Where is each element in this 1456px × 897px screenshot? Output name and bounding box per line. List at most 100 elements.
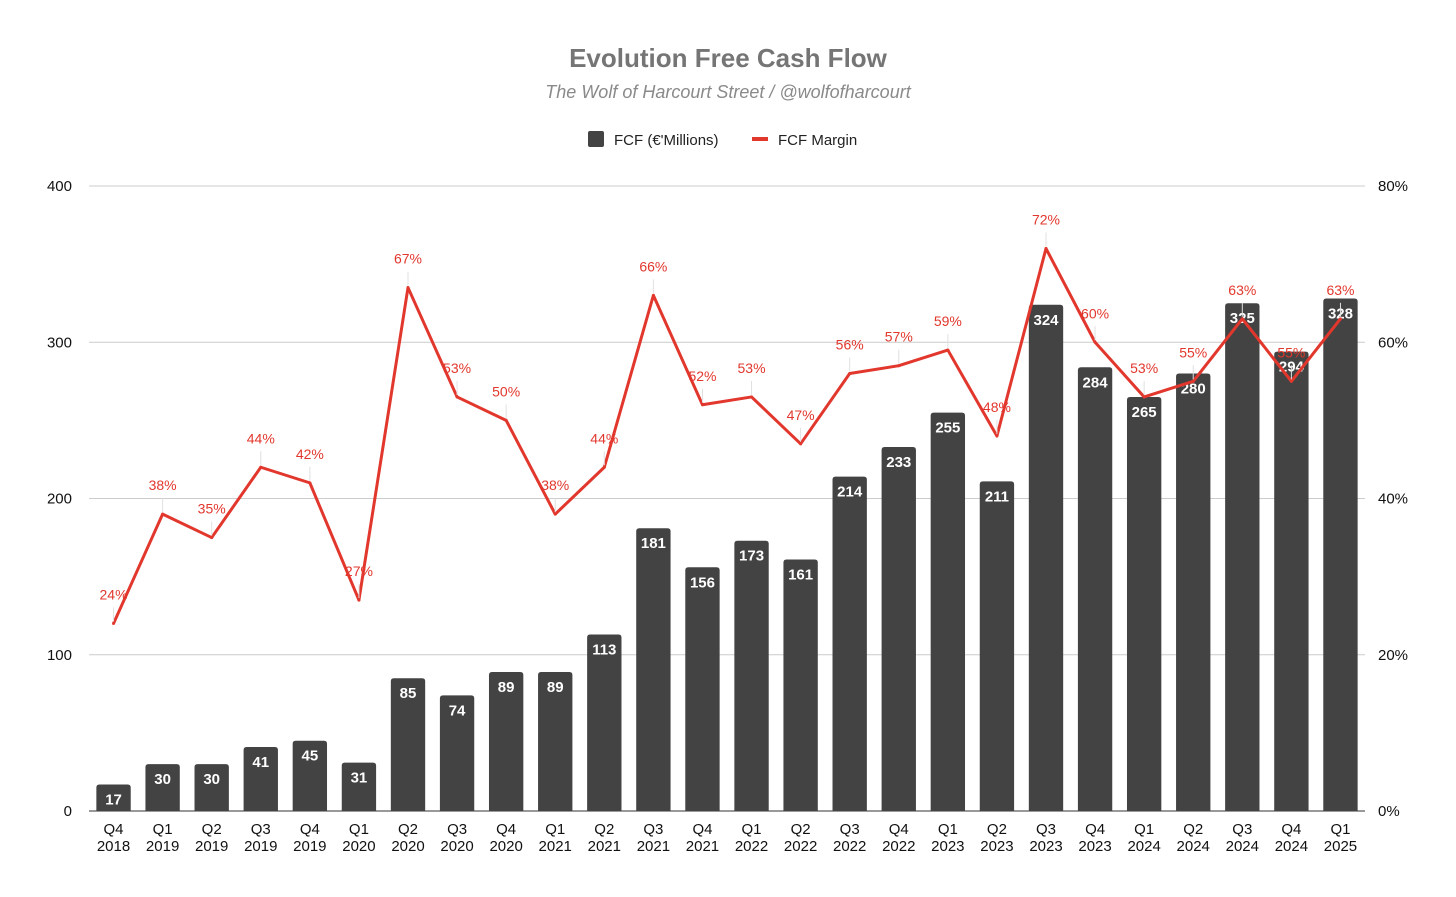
margin-value-label: 57% (885, 329, 913, 345)
x-tick-quarter: Q4 (1281, 821, 1301, 838)
line-point (1044, 247, 1048, 250)
x-tick-quarter: Q4 (692, 821, 712, 838)
line-point (946, 348, 950, 352)
bar (1176, 373, 1211, 811)
x-tick-year: 2022 (833, 838, 866, 855)
x-tick-year: 2021 (588, 838, 621, 855)
bar-value-label: 17 (105, 791, 122, 808)
x-tick-year: 2022 (784, 838, 817, 855)
x-tick-quarter: Q4 (1085, 821, 1105, 838)
margin-value-label: 35% (198, 501, 226, 517)
bar-value-label: 30 (203, 771, 220, 788)
bar-value-label: 41 (252, 754, 269, 771)
x-tick-year: 2023 (980, 838, 1013, 855)
bar (1077, 367, 1113, 811)
x-tick-quarter: Q1 (1134, 821, 1154, 838)
x-tick-year: 2020 (489, 838, 522, 855)
bar (292, 740, 328, 811)
bar (1274, 351, 1309, 811)
bar (390, 678, 426, 811)
x-tick-year: 2021 (637, 838, 670, 855)
x-tick-year: 2018 (97, 838, 130, 855)
x-tick-quarter: Q2 (594, 821, 614, 838)
bar (783, 559, 818, 811)
x-tick-year: 2019 (146, 838, 179, 855)
bar (881, 446, 916, 811)
bar (1126, 396, 1162, 811)
line-point (750, 395, 754, 399)
margin-line (112, 247, 1342, 625)
margin-value-label: 53% (738, 360, 766, 376)
bar (439, 695, 475, 811)
line-point (651, 293, 655, 297)
x-tick-year: 2023 (931, 838, 964, 855)
margin-value-label: 24% (100, 587, 128, 603)
line-point (357, 598, 361, 602)
x-tick-quarter: Q3 (840, 821, 860, 838)
margin-value-label: 47% (787, 407, 815, 423)
line-point (700, 403, 704, 407)
left-axis-tick-label: 0 (64, 803, 72, 820)
bar (979, 481, 1015, 811)
x-tick-year: 2023 (1078, 838, 1111, 855)
x-tick-quarter: Q4 (889, 821, 909, 838)
bar-value-label: 74 (449, 702, 466, 719)
legend-swatch-fcf (588, 131, 604, 147)
x-tick-quarter: Q2 (987, 821, 1007, 838)
right-axis-tick-label: 60% (1378, 334, 1408, 351)
line-point (602, 465, 606, 469)
margin-value-label: 44% (590, 430, 618, 446)
margin-value-label: 55% (1179, 344, 1207, 360)
margin-value-label: 53% (1130, 360, 1158, 376)
right-axis-tick-label: 80% (1378, 178, 1408, 195)
bar-value-label: 284 (1083, 374, 1109, 391)
line-labels: 24% 38% 35% 44% 42% 27% 67% 53% 50% 38% 44% 66% 52% 5… (100, 212, 1355, 603)
x-tick-year: 2024 (1275, 838, 1308, 855)
chart-title: Evolution Free Cash Flow (569, 43, 888, 73)
bar-value-label: 173 (739, 548, 764, 565)
bar-value-label: 31 (351, 770, 368, 787)
x-tick-year: 2019 (244, 838, 277, 855)
margin-value-label: 67% (394, 251, 422, 267)
margin-value-label: 72% (1032, 212, 1060, 228)
line-point (848, 372, 852, 375)
x-tick-quarter: Q2 (202, 821, 222, 838)
margin-value-label: 27% (345, 563, 373, 579)
x-tick-year: 2025 (1324, 838, 1357, 855)
margin-value-label: 60% (1081, 305, 1109, 321)
x-tick-quarter: Q1 (742, 821, 762, 838)
chart-subtitle: The Wolf of Harcourt Street / @wolfofhar… (545, 82, 911, 102)
x-tick-year: 2019 (195, 838, 228, 855)
bar-value-label: 265 (1132, 404, 1157, 421)
bar (636, 528, 671, 811)
margin-value-label: 48% (983, 399, 1011, 415)
bar-labels: 17 30 30 41 45 31 85 74 89 89 113 181 156 173 161 214 23… (105, 306, 1353, 809)
x-tick-quarter: Q3 (447, 821, 467, 838)
bar-value-label: 211 (985, 488, 1009, 505)
line-point (259, 465, 263, 469)
margin-value-label: 50% (492, 383, 520, 399)
margin-value-label: 66% (639, 258, 667, 274)
bar (587, 634, 622, 811)
x-tick-quarter: Q4 (496, 821, 516, 838)
line-point (1240, 317, 1244, 321)
margin-value-label: 53% (443, 360, 471, 376)
bar (734, 540, 769, 811)
gridlines (89, 185, 1365, 812)
x-tick-quarter: Q1 (545, 821, 565, 838)
x-tick-quarter: Q3 (1036, 821, 1056, 838)
right-axis: 0% 20% 40% 60% 80% (1378, 178, 1408, 820)
bar-value-label: 85 (400, 685, 417, 702)
bar (832, 476, 867, 811)
line-point (1289, 379, 1293, 383)
line-point (897, 364, 901, 368)
x-tick-year: 2024 (1226, 838, 1259, 855)
left-axis-tick-label: 200 (47, 491, 72, 508)
margin-value-label: 63% (1228, 282, 1256, 298)
x-tick-year: 2023 (1029, 838, 1062, 855)
bar (96, 784, 131, 811)
bar-value-label: 113 (592, 641, 616, 658)
bar-value-label: 324 (1033, 312, 1059, 329)
margin-value-label: 42% (296, 446, 324, 462)
line-point (1142, 395, 1146, 399)
